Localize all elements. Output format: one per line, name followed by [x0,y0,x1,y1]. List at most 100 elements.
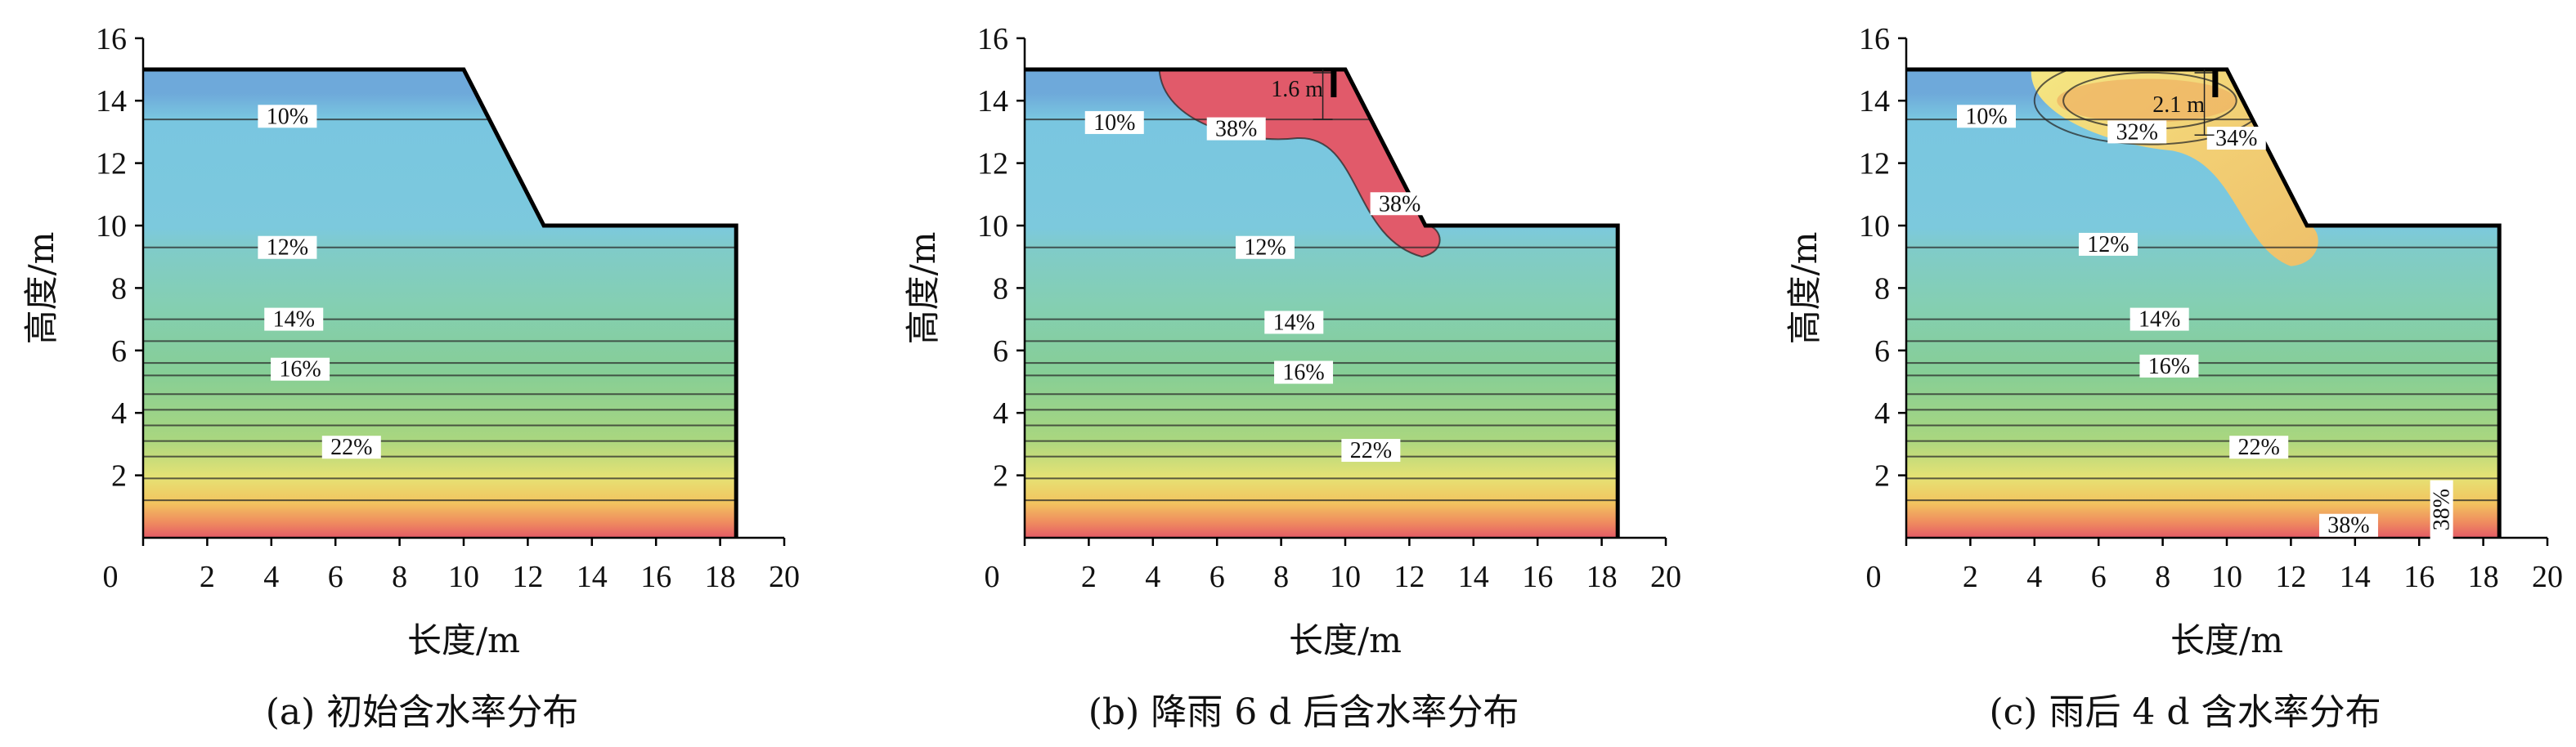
moisture-gradient [143,69,737,538]
y-tick-label: 6 [111,334,127,369]
contour-label: 38% [2430,480,2455,539]
svg-text:14%: 14% [2138,307,2180,333]
svg-text:12%: 12% [2087,232,2129,257]
x-tick-label: 6 [1209,560,1225,594]
svg-text:22%: 22% [1350,438,1392,463]
x-tick-label: 14 [1458,560,1489,594]
svg-text:10%: 10% [1965,104,2007,129]
x-tick-label: 4 [263,560,279,594]
contour-label: 14% [264,307,324,333]
x-tick-label: 0 [103,560,119,594]
svg-text:1.6 m: 1.6 m [1271,77,1323,102]
slope-outline [1025,67,1620,538]
slope-outline [143,67,738,538]
svg-text:2.1 m: 2.1 m [2152,92,2205,118]
svg-text:16%: 16% [279,357,321,382]
x-tick-label: 20 [2532,560,2563,594]
contour-label: 22% [2229,435,2289,460]
x-tick-label: 8 [392,560,407,594]
x-tick-label: 6 [328,560,343,594]
svg-text:14%: 14% [1273,310,1315,335]
contour-label: 12% [258,235,317,261]
panel-b: 0 2 4 6 8 10 12 14 16 18 20 2 4 6 8 10 12 14 16 长度/m 高度/m (b)… [903,22,1681,733]
contour-label: 12% [2078,232,2138,257]
panel-caption: (b) 降雨 6 d 后含水率分布 [1088,691,1519,733]
y-tick-label: 10 [1859,209,1890,244]
y-tick-label: 16 [1859,22,1890,56]
panel-caption: (a) 初始含水率分布 [266,691,579,733]
x-tick-label: 10 [2211,560,2242,594]
x-tick-label: 14 [577,560,608,594]
contour-label: 22% [1341,438,1401,463]
svg-text:34%: 34% [2215,126,2257,151]
y-tick-label: 16 [96,22,127,56]
y-tick-label: 12 [1859,147,1890,181]
y-tick-label: 6 [1874,334,1890,369]
y-axis-label: 高度/m [21,231,61,344]
svg-text:16%: 16% [2148,354,2190,379]
svg-text:10%: 10% [267,104,308,129]
svg-text:12%: 12% [1244,235,1286,261]
x-tick-label: 4 [1145,560,1160,594]
y-tick-label: 4 [1874,396,1890,431]
x-tick-label: 4 [2026,560,2042,594]
svg-text:12%: 12% [267,235,308,261]
y-tick-label: 14 [1859,84,1890,119]
x-axis-label: 长度/m [2170,620,2283,660]
x-axis-label: 长度/m [407,620,520,660]
x-tick-label: 8 [2155,560,2170,594]
y-tick-label: 4 [111,396,127,431]
x-tick-label: 18 [705,560,736,594]
svg-text:38%: 38% [2430,489,2455,530]
x-tick-label: 8 [1273,560,1289,594]
contour-label: 10% [258,104,317,129]
slope-outline [1906,67,2502,538]
y-tick-label: 2 [111,459,127,494]
y-tick-label: 8 [111,271,127,306]
contour-label: 34% [2206,126,2266,151]
moisture-core [2057,78,2237,123]
y-axis-label: 高度/m [903,231,943,344]
contour-label: 10% [1957,104,2016,129]
x-tick-label: 16 [1522,560,1553,594]
panel-a: 0 2 4 6 8 10 12 14 16 18 20 2 4 6 8 10 12 14 16 长度/m 高度/m (a)… [21,22,800,733]
y-axis-label: 高度/m [1784,231,1824,344]
svg-text:38%: 38% [1379,191,1420,217]
contour-label: 38% [1206,117,1266,142]
contour-label: 16% [1274,360,1334,386]
x-tick-label: 16 [640,560,671,594]
y-tick-label: 14 [96,84,127,119]
svg-text:32%: 32% [2116,119,2158,145]
x-tick-label: 10 [448,560,479,594]
svg-text:16%: 16% [1282,360,1324,386]
contour-label: 38% [2318,513,2378,539]
y-tick-label: 8 [1874,271,1890,306]
contour-label: 16% [271,357,330,382]
x-tick-label: 18 [2468,560,2499,594]
contour-label: 14% [1264,310,1324,335]
x-tick-label: 12 [1393,560,1425,594]
x-tick-label: 0 [1866,560,1882,594]
contour-label: 10% [1084,110,1144,136]
x-tick-label: 2 [1081,560,1097,594]
y-tick-label: 6 [993,334,1008,369]
svg-text:38%: 38% [1215,117,1257,142]
x-axis-label: 长度/m [1289,620,1402,660]
moisture-field [143,69,737,538]
x-tick-label: 20 [1650,560,1681,594]
panel-caption: (c) 雨后 4 d 含水率分布 [1989,691,2381,733]
contour-label: 22% [321,435,381,460]
wetting-front-contour [1158,69,1441,258]
svg-text:22%: 22% [2238,435,2280,460]
contour-label: 12% [1236,235,1295,261]
x-tick-label: 12 [2275,560,2306,594]
x-tick-label: 16 [2403,560,2435,594]
y-tick-label: 16 [977,22,1008,56]
contour-label: 32% [2107,119,2167,145]
svg-text:10%: 10% [1093,110,1135,136]
x-tick-label: 14 [2340,560,2371,594]
x-tick-label: 2 [1963,560,1978,594]
y-tick-label: 2 [1874,459,1890,494]
y-tick-label: 12 [96,147,127,181]
